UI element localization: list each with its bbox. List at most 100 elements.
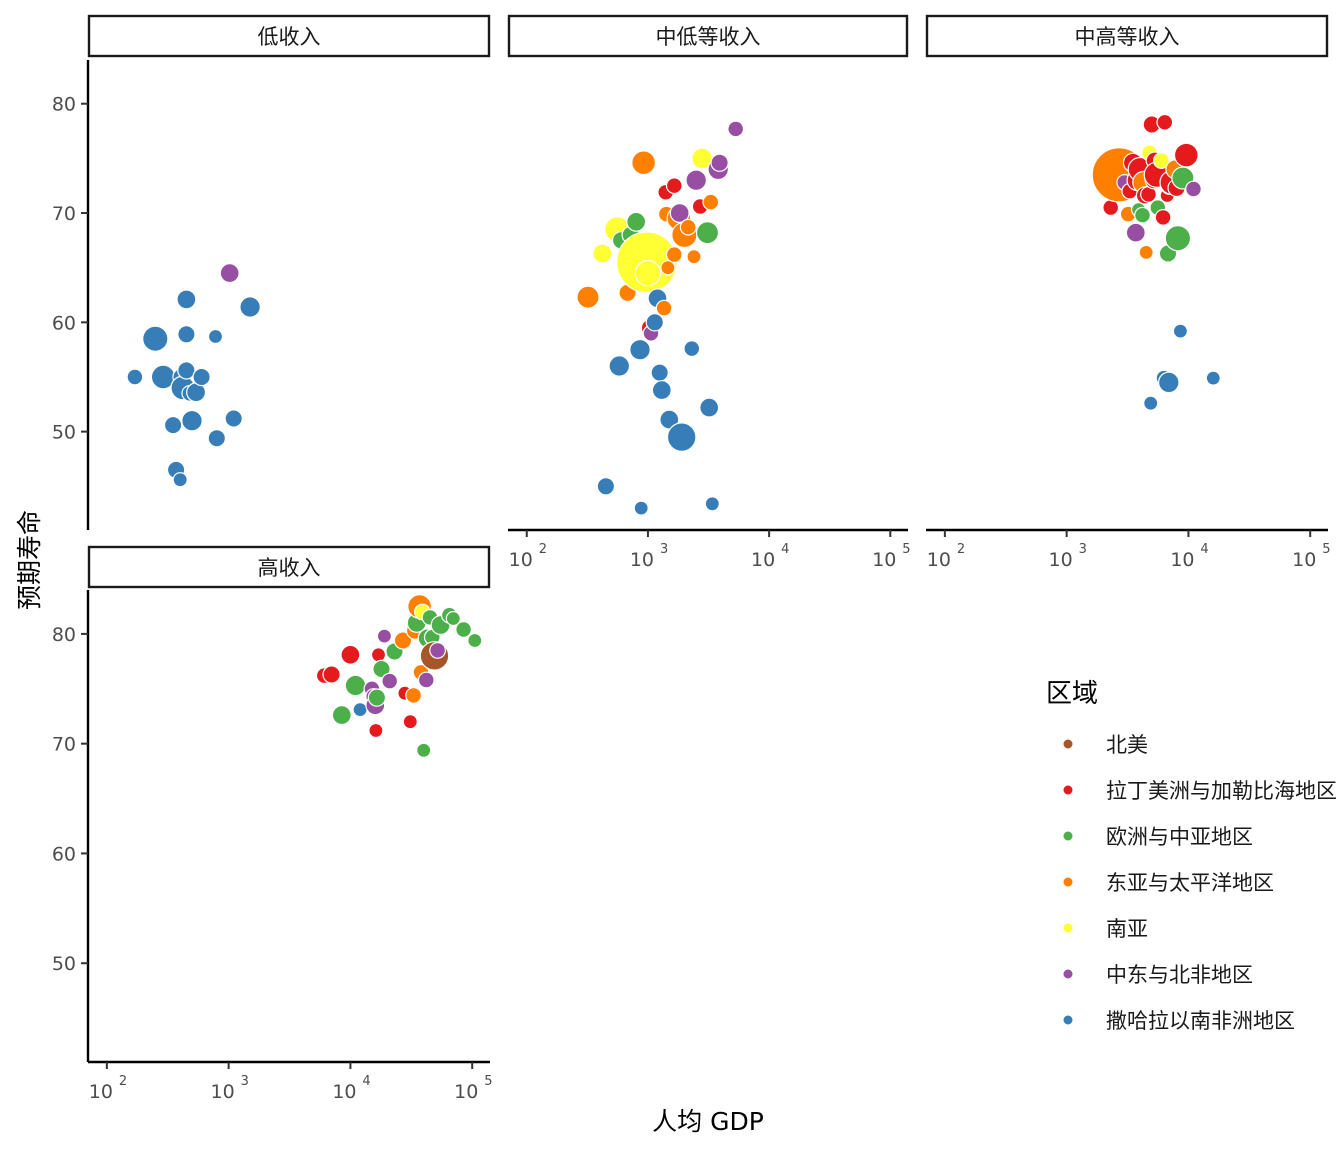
data-point bbox=[1185, 180, 1202, 198]
data-point bbox=[1143, 395, 1159, 411]
legend-label: 欧洲与中亚地区 bbox=[1106, 825, 1253, 849]
data-point bbox=[417, 671, 435, 689]
legend-label: 拉丁美洲与加勒比海地区 bbox=[1106, 779, 1337, 803]
data-point bbox=[207, 328, 224, 345]
data-point bbox=[1125, 222, 1146, 243]
x-tick-exponent: 5 bbox=[484, 1074, 492, 1089]
data-point bbox=[651, 380, 672, 401]
data-point bbox=[669, 203, 690, 224]
data-point bbox=[331, 705, 352, 726]
data-point bbox=[685, 169, 707, 191]
data-point bbox=[181, 409, 203, 432]
x-tick-label: 10 bbox=[630, 549, 654, 571]
facet-strip bbox=[87, 545, 491, 589]
legend-label: 南亚 bbox=[1106, 917, 1148, 941]
x-tick-label: 10 bbox=[89, 1081, 113, 1103]
data-point bbox=[634, 259, 662, 287]
x-tick-label: 10 bbox=[454, 1081, 478, 1103]
data-point bbox=[686, 249, 702, 265]
y-tick-label: 80 bbox=[52, 94, 76, 116]
data-point bbox=[176, 289, 197, 310]
legend-key bbox=[1062, 738, 1074, 750]
data-point bbox=[1134, 206, 1151, 224]
data-point bbox=[1152, 152, 1170, 170]
data-point bbox=[679, 218, 697, 236]
x-tick-label: 10 bbox=[509, 549, 533, 571]
facet-strip-label: 中高等收入 bbox=[1075, 25, 1180, 49]
data-point bbox=[666, 422, 697, 452]
x-tick-exponent: 4 bbox=[1200, 542, 1208, 557]
data-point bbox=[416, 742, 432, 758]
y-axis-title: 预期寿命 bbox=[15, 510, 44, 610]
x-tick-exponent: 3 bbox=[660, 542, 668, 557]
x-tick-label: 10 bbox=[1292, 549, 1316, 571]
facet-strip-label: 高收入 bbox=[258, 556, 321, 580]
data-point bbox=[655, 299, 673, 317]
facet-strip bbox=[507, 14, 909, 58]
data-point bbox=[727, 120, 745, 138]
data-point bbox=[322, 665, 341, 684]
data-point bbox=[645, 313, 665, 332]
data-point bbox=[340, 644, 361, 665]
data-points bbox=[576, 120, 745, 516]
data-point bbox=[1138, 244, 1154, 260]
legend-key bbox=[1062, 876, 1074, 888]
data-point bbox=[344, 674, 367, 697]
x-tick-label: 10 bbox=[1170, 549, 1194, 571]
y-tick-label: 50 bbox=[52, 953, 76, 975]
data-point bbox=[172, 472, 188, 488]
data-point bbox=[163, 415, 183, 435]
data-point bbox=[393, 631, 413, 650]
x-tick-label: 10 bbox=[927, 549, 951, 571]
data-point bbox=[629, 338, 651, 361]
data-points bbox=[126, 263, 261, 488]
data-point bbox=[596, 477, 616, 496]
data-point bbox=[368, 722, 384, 739]
data-point bbox=[633, 500, 649, 516]
data-point bbox=[372, 659, 391, 679]
x-tick-exponent: 4 bbox=[362, 1074, 370, 1089]
data-point bbox=[445, 610, 461, 627]
facet-panel: 中高等收入 10 2 10 3 10 4 10 5 bbox=[925, 14, 1330, 571]
x-tick-exponent: 3 bbox=[1079, 542, 1087, 557]
data-point bbox=[177, 325, 196, 344]
data-point bbox=[402, 714, 418, 730]
data-point bbox=[683, 340, 701, 358]
data-point bbox=[126, 368, 144, 386]
facet-strip bbox=[925, 14, 1329, 58]
data-point bbox=[1154, 208, 1172, 226]
data-point bbox=[381, 672, 399, 690]
data-point bbox=[702, 193, 720, 211]
data-point bbox=[1156, 113, 1174, 131]
x-tick-exponent: 2 bbox=[539, 542, 547, 557]
y-tick-label: 60 bbox=[52, 312, 76, 334]
data-point bbox=[1158, 371, 1180, 394]
facet-strip-label: 中低等收入 bbox=[656, 25, 761, 49]
data-point bbox=[660, 260, 676, 276]
x-axis-title: 人均 GDP bbox=[652, 1107, 764, 1136]
data-point bbox=[710, 153, 729, 172]
legend-title: 区域 bbox=[1046, 679, 1098, 709]
data-point bbox=[631, 150, 656, 176]
data-point bbox=[1205, 370, 1221, 386]
legend-key bbox=[1062, 968, 1074, 980]
data-point bbox=[429, 642, 447, 659]
legend-key bbox=[1062, 830, 1074, 842]
data-point bbox=[592, 243, 613, 264]
legend-key bbox=[1062, 784, 1074, 796]
data-point bbox=[142, 325, 169, 352]
x-tick-exponent: 2 bbox=[957, 542, 965, 557]
data-point bbox=[695, 221, 720, 245]
data-point bbox=[699, 397, 720, 418]
x-tick-label: 10 bbox=[211, 1081, 235, 1103]
data-point bbox=[665, 177, 683, 195]
data-point bbox=[576, 285, 600, 309]
data-point bbox=[659, 409, 680, 430]
data-point bbox=[1173, 142, 1199, 168]
data-point bbox=[192, 367, 211, 387]
x-tick-exponent: 5 bbox=[1322, 542, 1330, 557]
data-point bbox=[455, 621, 473, 638]
y-tick-label: 70 bbox=[52, 734, 76, 756]
x-tick-label: 10 bbox=[332, 1081, 356, 1103]
